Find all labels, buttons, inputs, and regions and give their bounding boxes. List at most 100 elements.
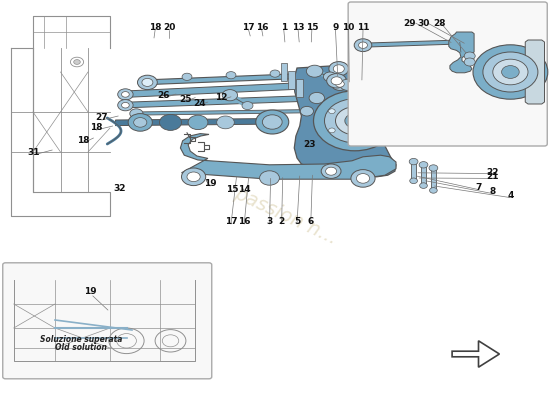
Text: 24: 24 [193, 99, 205, 108]
Circle shape [429, 165, 438, 171]
Text: Old solution: Old solution [56, 344, 107, 352]
Text: 15: 15 [226, 186, 238, 194]
Circle shape [464, 52, 475, 60]
Circle shape [74, 60, 80, 64]
Circle shape [323, 72, 337, 82]
Circle shape [270, 70, 280, 77]
Circle shape [430, 188, 437, 193]
Circle shape [410, 178, 417, 184]
Polygon shape [121, 95, 319, 108]
Circle shape [70, 57, 84, 67]
Circle shape [351, 99, 358, 104]
Polygon shape [116, 118, 286, 126]
Circle shape [336, 81, 344, 87]
Circle shape [340, 79, 355, 90]
Circle shape [182, 168, 206, 186]
Text: 18: 18 [78, 136, 90, 145]
Circle shape [122, 92, 129, 97]
FancyBboxPatch shape [348, 2, 547, 146]
Circle shape [409, 158, 418, 165]
Circle shape [328, 109, 335, 114]
Text: Soluzione superata: Soluzione superata [40, 336, 123, 344]
Text: 19: 19 [85, 287, 97, 296]
Circle shape [336, 107, 374, 135]
Text: 17: 17 [243, 24, 255, 32]
Text: 21: 21 [487, 172, 499, 181]
Circle shape [321, 164, 341, 178]
Polygon shape [121, 81, 341, 98]
Text: 4: 4 [507, 192, 514, 200]
Text: 8: 8 [490, 188, 496, 196]
Circle shape [134, 118, 147, 127]
Circle shape [142, 78, 153, 86]
Bar [421, 165, 426, 186]
Circle shape [128, 114, 152, 131]
Text: 5: 5 [294, 218, 300, 226]
Text: 11: 11 [357, 24, 369, 32]
Circle shape [138, 75, 157, 90]
Text: 1: 1 [280, 24, 287, 32]
Circle shape [464, 58, 475, 66]
Text: 23: 23 [303, 140, 315, 149]
Text: 3: 3 [266, 218, 273, 226]
Circle shape [328, 128, 335, 133]
Circle shape [420, 183, 427, 188]
Text: 30: 30 [417, 19, 430, 28]
Bar [288, 71, 295, 89]
Text: 31: 31 [28, 148, 40, 157]
Bar [280, 63, 287, 81]
Text: 16: 16 [256, 24, 268, 32]
Text: 16: 16 [238, 218, 250, 226]
Circle shape [226, 72, 236, 79]
Text: 29: 29 [403, 19, 415, 28]
Circle shape [130, 109, 143, 118]
Circle shape [331, 78, 349, 90]
Text: 28: 28 [434, 19, 446, 28]
Polygon shape [362, 40, 460, 47]
Polygon shape [132, 110, 308, 115]
Text: 20: 20 [163, 24, 175, 32]
Text: 26: 26 [158, 92, 170, 100]
Circle shape [359, 42, 367, 48]
Polygon shape [525, 40, 544, 104]
Circle shape [354, 39, 372, 52]
Text: passion n...: passion n... [232, 184, 340, 248]
Bar [296, 79, 303, 97]
Text: 18: 18 [149, 24, 161, 32]
Polygon shape [452, 341, 499, 367]
Text: 32: 32 [114, 184, 126, 193]
Text: 14: 14 [239, 186, 251, 194]
Text: 2: 2 [278, 218, 285, 226]
Bar [411, 162, 416, 181]
Circle shape [483, 52, 538, 92]
Circle shape [493, 59, 528, 85]
Circle shape [324, 99, 385, 143]
Circle shape [118, 89, 133, 100]
FancyBboxPatch shape [3, 263, 212, 379]
Bar [431, 168, 436, 190]
Text: 15: 15 [306, 24, 318, 32]
Text: 12: 12 [215, 94, 227, 102]
Polygon shape [294, 66, 401, 177]
Polygon shape [143, 70, 352, 85]
Circle shape [351, 170, 375, 187]
Text: 10: 10 [343, 24, 355, 32]
Text: 13: 13 [292, 24, 304, 32]
Text: 6: 6 [307, 218, 314, 226]
Circle shape [375, 109, 381, 114]
Text: 27: 27 [96, 114, 108, 122]
Polygon shape [449, 32, 474, 73]
Circle shape [187, 172, 200, 182]
Circle shape [331, 77, 342, 85]
Circle shape [118, 100, 133, 111]
Text: 19: 19 [204, 180, 216, 188]
Text: 25: 25 [180, 95, 192, 104]
Circle shape [333, 65, 344, 73]
Circle shape [188, 115, 208, 130]
Circle shape [375, 128, 381, 133]
Circle shape [242, 102, 253, 110]
Circle shape [314, 91, 396, 151]
Circle shape [306, 65, 323, 77]
Circle shape [262, 115, 282, 129]
Circle shape [122, 102, 129, 108]
